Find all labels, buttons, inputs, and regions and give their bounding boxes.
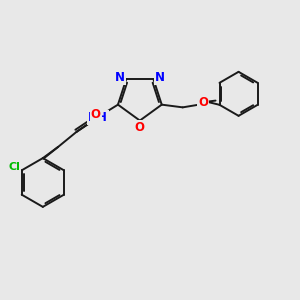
Text: O: O (91, 108, 100, 121)
Text: Cl: Cl (8, 162, 20, 172)
Text: NH: NH (88, 111, 108, 124)
Text: O: O (198, 96, 208, 109)
Text: N: N (154, 71, 164, 84)
Text: N: N (115, 71, 125, 84)
Text: O: O (135, 121, 145, 134)
